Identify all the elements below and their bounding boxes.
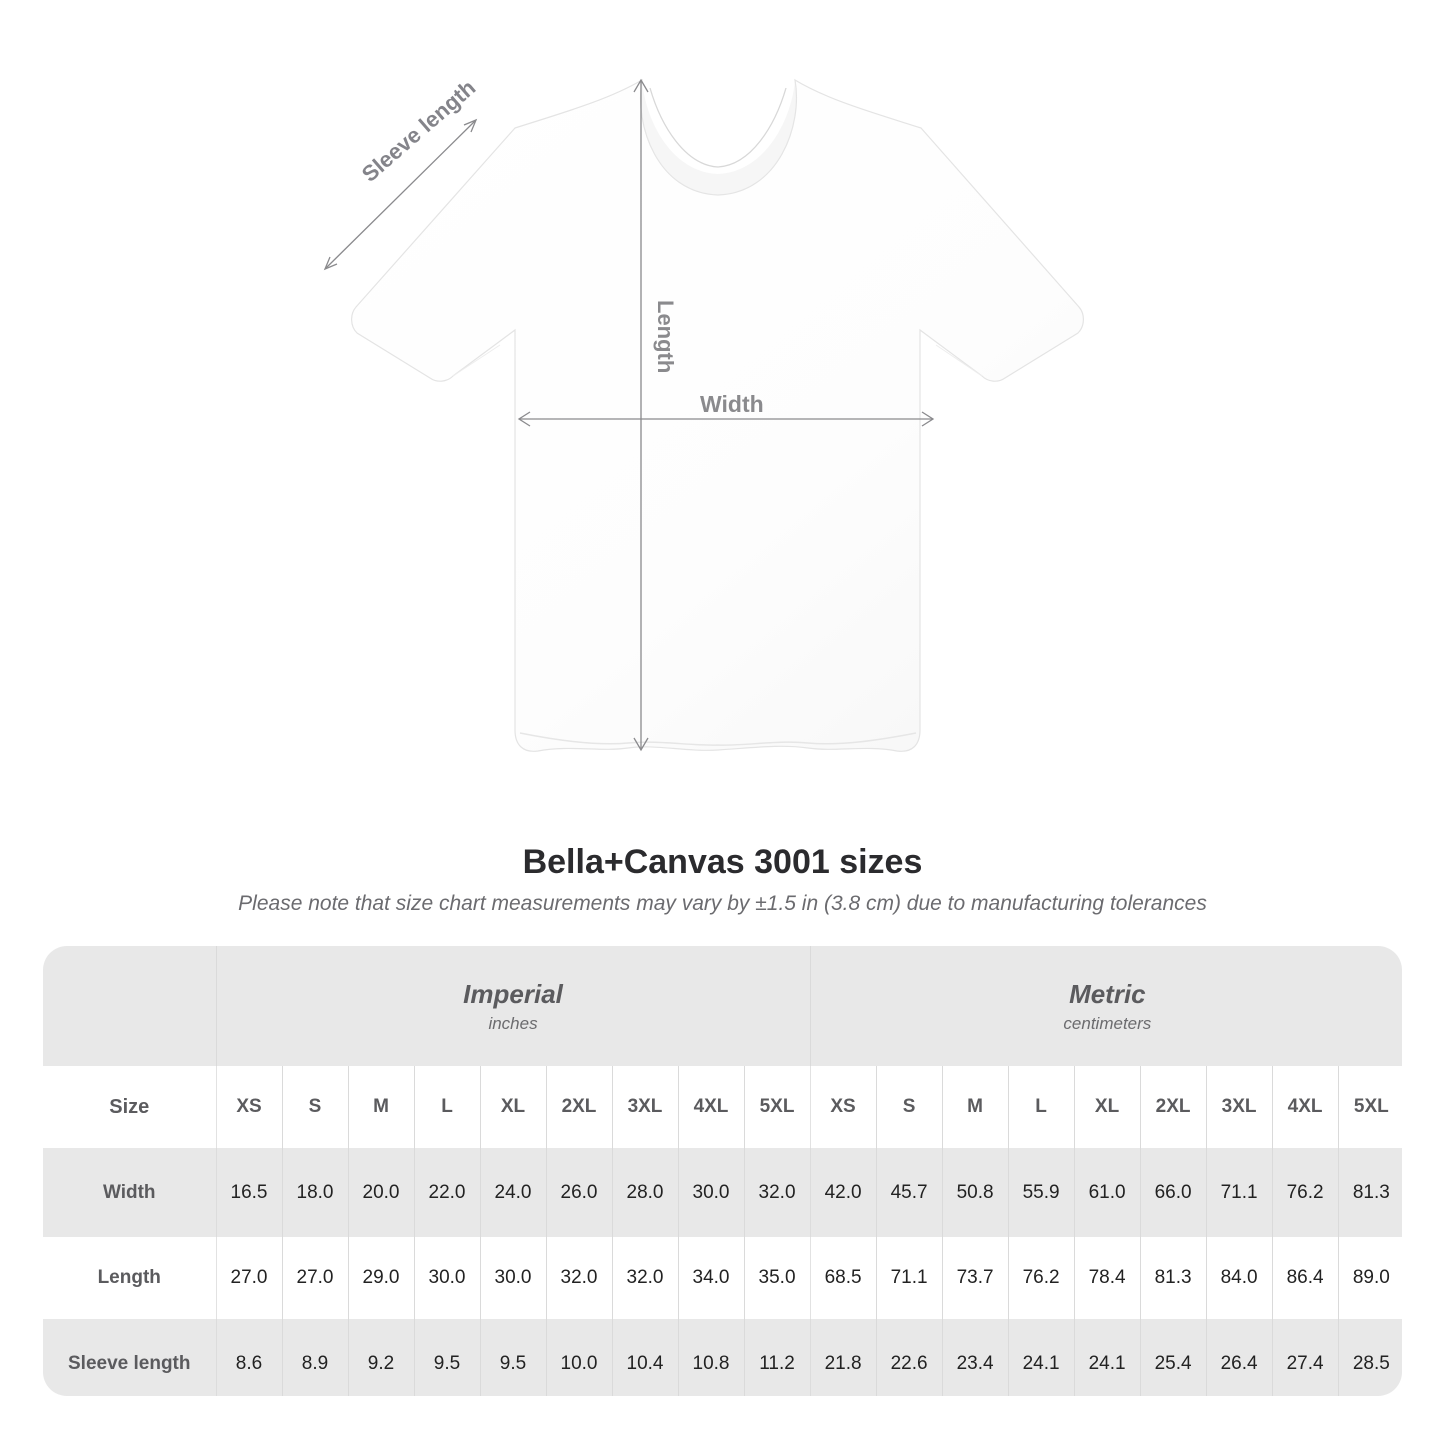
svg-text:Length: Length <box>653 300 678 373</box>
svg-text:Width: Width <box>700 391 764 417</box>
svg-text:Sleeve length: Sleeve length <box>357 75 480 187</box>
